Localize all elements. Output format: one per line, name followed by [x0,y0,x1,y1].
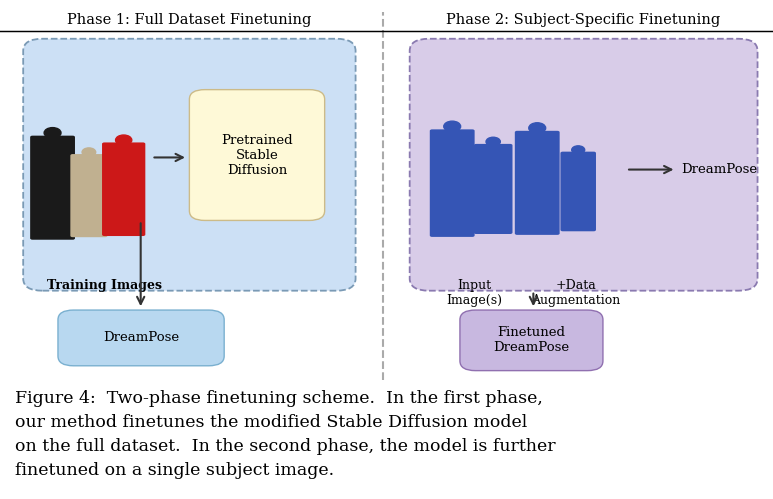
Circle shape [572,146,584,154]
FancyBboxPatch shape [189,90,325,221]
Circle shape [529,123,546,133]
Circle shape [116,135,131,145]
Circle shape [82,148,96,157]
FancyBboxPatch shape [410,39,758,291]
Text: +Data
Augmentation: +Data Augmentation [531,278,621,306]
Text: Training Images: Training Images [47,278,162,291]
FancyBboxPatch shape [430,129,475,237]
Text: Input
Image(s): Input Image(s) [446,278,502,306]
Text: DreamPose: DreamPose [103,331,179,344]
Text: Finetuned
DreamPose: Finetuned DreamPose [493,326,570,354]
Circle shape [44,128,61,138]
FancyBboxPatch shape [515,131,560,235]
FancyBboxPatch shape [23,39,356,291]
Text: Phase 2: Subject-Specific Finetuning: Phase 2: Subject-Specific Finetuning [447,12,720,26]
FancyBboxPatch shape [70,154,107,237]
FancyBboxPatch shape [102,142,145,236]
Text: Figure 4:  Two-phase finetuning scheme.  In the first phase,
our method finetune: Figure 4: Two-phase finetuning scheme. I… [15,390,556,480]
FancyBboxPatch shape [474,144,512,234]
FancyBboxPatch shape [560,152,596,232]
Circle shape [486,137,500,146]
Text: DreamPose: DreamPose [681,163,757,176]
Text: Phase 1: Full Dataset Finetuning: Phase 1: Full Dataset Finetuning [67,12,312,26]
FancyBboxPatch shape [460,310,603,371]
Circle shape [444,121,461,132]
FancyBboxPatch shape [30,136,75,240]
FancyBboxPatch shape [58,310,224,366]
Text: Pretrained
Stable
Diffusion: Pretrained Stable Diffusion [221,134,293,177]
